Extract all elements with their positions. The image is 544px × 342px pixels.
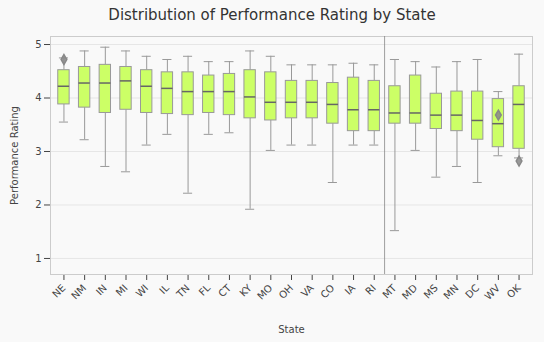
svg-text:2: 2 bbox=[35, 199, 41, 210]
svg-text:DC: DC bbox=[463, 282, 481, 300]
svg-text:MT: MT bbox=[380, 282, 399, 301]
svg-text:CO: CO bbox=[318, 282, 336, 300]
svg-text:OK: OK bbox=[505, 282, 523, 300]
svg-text:MD: MD bbox=[400, 282, 420, 302]
svg-text:State: State bbox=[278, 324, 304, 335]
svg-text:WV: WV bbox=[482, 282, 502, 302]
svg-text:1: 1 bbox=[35, 253, 41, 264]
svg-text:IA: IA bbox=[343, 282, 358, 297]
svg-text:NE: NE bbox=[50, 282, 68, 300]
svg-text:WI: WI bbox=[134, 282, 151, 299]
svg-text:FL: FL bbox=[197, 282, 213, 298]
svg-text:IL: IL bbox=[157, 282, 171, 296]
svg-text:5: 5 bbox=[35, 39, 41, 50]
svg-text:IN: IN bbox=[94, 282, 109, 297]
svg-text:VA: VA bbox=[299, 282, 316, 299]
svg-text:MS: MS bbox=[422, 282, 440, 300]
html-text:Distribution of Performance Ra: Distribution of Performance Rating by St… bbox=[108, 6, 436, 24]
svg-text:KY: KY bbox=[237, 282, 254, 299]
svg-text:OH: OH bbox=[277, 282, 296, 301]
svg-text:NM: NM bbox=[69, 282, 88, 301]
svg-text:CT: CT bbox=[216, 282, 234, 300]
svg-text:MO: MO bbox=[255, 282, 275, 302]
svg-text:4: 4 bbox=[35, 92, 41, 103]
svg-text:3: 3 bbox=[35, 146, 41, 157]
svg-text:Performance Rating: Performance Rating bbox=[9, 106, 20, 205]
svg-text:RI: RI bbox=[363, 282, 378, 297]
svg-text:MI: MI bbox=[114, 282, 130, 298]
svg-text:TN: TN bbox=[174, 282, 192, 300]
svg-text:MN: MN bbox=[442, 282, 461, 301]
